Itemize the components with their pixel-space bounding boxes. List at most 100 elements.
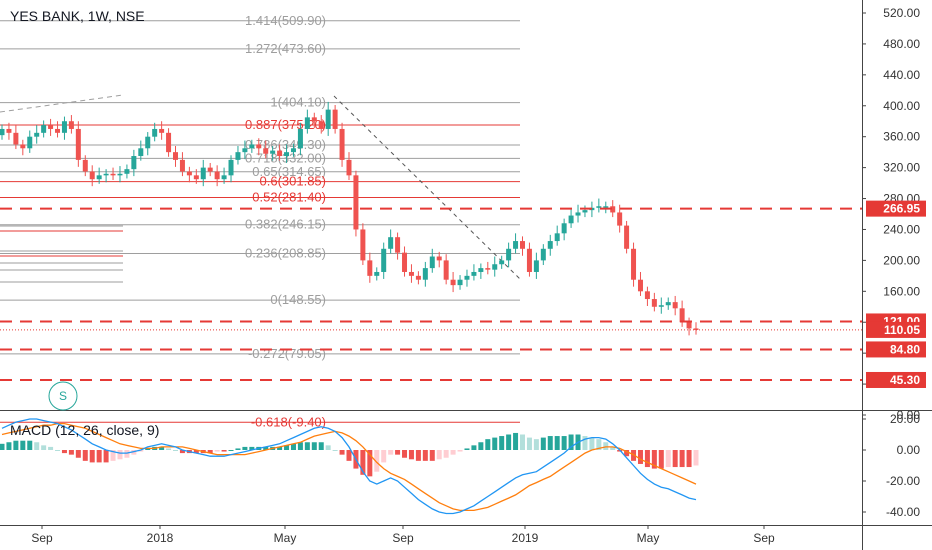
macd-histogram-bar <box>492 437 498 450</box>
macd-histogram-bar <box>55 450 61 451</box>
fib-label: 0.382(246.15) <box>245 217 326 232</box>
macd-histogram-bar <box>131 450 137 455</box>
candle-body <box>540 248 546 261</box>
candle-body <box>41 125 47 133</box>
macd-histogram-bar <box>41 445 47 450</box>
macd-histogram-bar <box>221 450 227 452</box>
candle-body <box>346 159 352 176</box>
y-tick-label: 240.00 <box>883 222 920 236</box>
candle-body <box>20 144 26 149</box>
macd-histogram-bar <box>679 450 685 468</box>
candle-body <box>339 128 345 160</box>
macd-histogram-bar <box>242 446 248 450</box>
candle-body <box>568 215 574 224</box>
macd-tick-label: 0.00 <box>897 443 921 457</box>
candle-body <box>457 279 463 286</box>
candle-body <box>658 305 664 307</box>
macd-histogram-bar <box>374 450 380 472</box>
candle-body <box>374 271 380 276</box>
macd-histogram-bar <box>263 446 269 450</box>
candle-body <box>575 212 581 216</box>
candle-body <box>297 128 303 149</box>
candle-body <box>637 279 643 292</box>
candle-body <box>6 128 12 133</box>
candle-body <box>117 173 123 176</box>
macd-histogram-bar <box>457 450 463 452</box>
macd-histogram-bar <box>471 445 477 450</box>
macd-histogram-bar <box>13 440 19 450</box>
horizontal-level-lines[interactable] <box>0 207 862 381</box>
fib-label: 0.52(281.40) <box>252 189 326 204</box>
candle-body <box>485 268 491 270</box>
macd-histogram-bar <box>96 450 102 463</box>
candle-body <box>82 159 88 172</box>
candle-body <box>381 248 387 272</box>
macd-histogram-bar <box>325 445 331 450</box>
macd-histogram-bar <box>624 450 630 457</box>
macd-histogram-bar <box>75 450 81 458</box>
candle-body <box>533 260 539 272</box>
macd-histogram-bar <box>478 442 484 450</box>
candle-body <box>96 175 102 180</box>
macd-tick-label: -40.00 <box>886 505 920 519</box>
macd-histogram-bar <box>311 442 317 450</box>
candle-body <box>138 148 144 157</box>
macd-line <box>1 418 697 515</box>
candle-body <box>61 121 67 133</box>
candle-body <box>693 328 699 330</box>
trend-line-upper <box>0 94 124 113</box>
candle-body <box>561 223 567 234</box>
candle-body <box>520 241 525 249</box>
candle-body <box>256 144 262 149</box>
candle-body <box>395 237 401 253</box>
candle-body <box>672 302 678 309</box>
fib-label: 1.272(473.60) <box>245 41 326 56</box>
candle-body <box>173 152 178 160</box>
candle-body <box>610 206 616 213</box>
candle-body <box>103 173 109 176</box>
candle-body <box>499 260 505 265</box>
macd-histogram-bar <box>20 440 26 450</box>
x-tick-label: May <box>637 531 660 545</box>
candle-body <box>603 206 609 208</box>
chart-title: YES BANK, 1W, NSE <box>10 8 145 24</box>
macd-histogram-bar <box>415 450 421 461</box>
fib-label: 0(148.55) <box>270 292 326 307</box>
macd-histogram-bar <box>658 450 664 469</box>
candle-body <box>249 144 255 149</box>
candle-body <box>402 252 408 272</box>
macd-histogram-bar <box>582 436 588 450</box>
fib-label: -0.618(-9.40) <box>251 414 326 429</box>
macd-histogram-bar <box>138 450 144 452</box>
logo-icon[interactable]: S <box>48 381 78 411</box>
macd-histogram-bar <box>284 445 290 450</box>
level-tag-bg <box>866 371 926 388</box>
macd-histogram-bar <box>402 450 408 458</box>
candle-body <box>443 260 449 280</box>
macd-histogram-bar <box>381 450 387 463</box>
candle-body <box>235 152 241 160</box>
macd-histogram-bar <box>34 442 40 450</box>
y-tick-label: 400.00 <box>883 99 920 113</box>
macd-histogram-bar <box>526 437 532 450</box>
last-price-tag-bg <box>866 321 926 338</box>
macd-histogram-bar <box>0 443 5 450</box>
candle-body <box>110 173 116 176</box>
fib-label: -0.272(79.05) <box>248 346 326 361</box>
level-tag-bg <box>866 200 926 217</box>
y-tick-label: 320.00 <box>883 161 920 175</box>
macd-tick-label: 20.00 <box>890 412 920 426</box>
macd-histogram-bar <box>388 450 394 455</box>
macd-histogram-bar <box>596 439 602 450</box>
candle-body <box>644 291 650 300</box>
candle-body <box>471 271 477 276</box>
macd-histogram-bar <box>360 450 366 475</box>
macd-histogram-bar <box>61 450 67 454</box>
candle-body <box>436 256 442 261</box>
macd-histogram-bar <box>395 450 401 455</box>
candle-body <box>631 248 637 280</box>
macd-histogram-bar <box>610 446 616 450</box>
macd-histogram-bar <box>290 443 296 450</box>
candle-body <box>27 136 33 149</box>
